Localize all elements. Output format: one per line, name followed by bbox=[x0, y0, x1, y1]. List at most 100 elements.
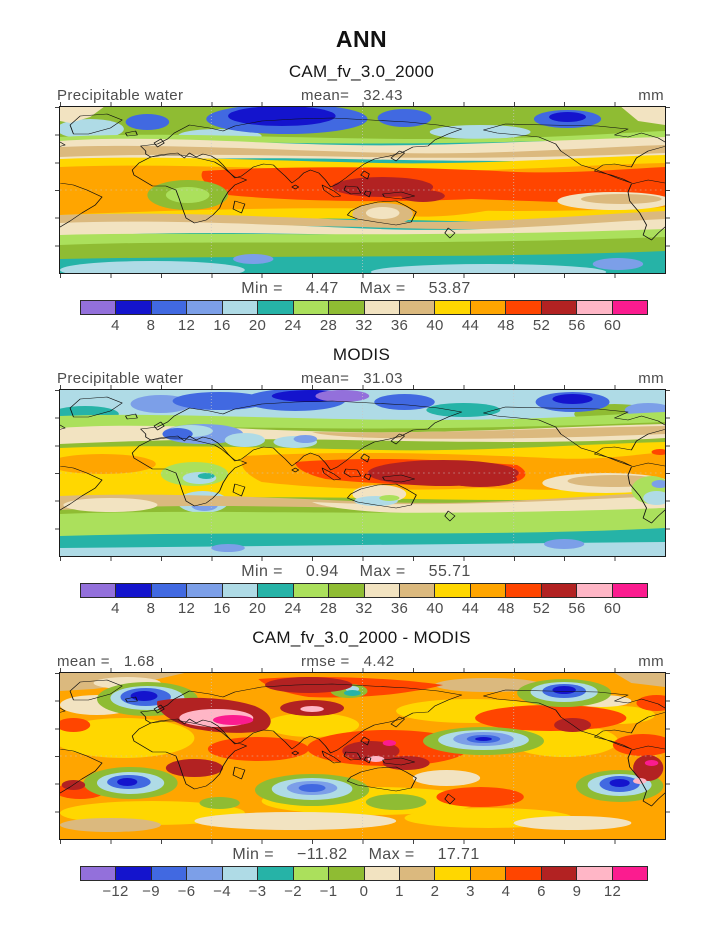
colorbar-cell bbox=[81, 867, 116, 880]
colorbar-cell bbox=[257, 867, 293, 880]
colorbar-tick-label: 4 bbox=[501, 883, 511, 900]
map-cam bbox=[55, 102, 670, 278]
max-label: Max = bbox=[359, 563, 406, 580]
contour-field-diff bbox=[60, 673, 665, 839]
colorbar-cell bbox=[257, 584, 293, 597]
colorbar-cell bbox=[505, 584, 541, 597]
colorbar-cell bbox=[576, 584, 612, 597]
colorbar-cell bbox=[576, 867, 612, 880]
colorbar-cell bbox=[363, 584, 399, 597]
lat-ticks-left bbox=[55, 390, 59, 556]
colorbar-cell bbox=[115, 584, 151, 597]
colorbar-tick-label: 0 bbox=[359, 883, 369, 900]
mean-value: 1.68 bbox=[123, 653, 155, 670]
colorbar-tick-label: 36 bbox=[390, 600, 409, 617]
colorbar-cell bbox=[469, 584, 506, 597]
colorbar bbox=[80, 866, 648, 881]
colorbar-cell bbox=[186, 301, 222, 314]
colorbar-tick-label: 36 bbox=[390, 317, 409, 334]
colorbar-tick-label: 4 bbox=[111, 600, 120, 617]
colorbar-cell bbox=[505, 867, 541, 880]
max-value: 17.71 bbox=[437, 846, 480, 863]
colorbar-tick-label: 24 bbox=[284, 600, 302, 617]
colorbar-cell bbox=[328, 867, 364, 880]
lat-ticks-right bbox=[666, 390, 670, 556]
colorbar-tick-label: 9 bbox=[572, 883, 582, 900]
max-value: 53.87 bbox=[428, 280, 471, 297]
min-label: Min = bbox=[241, 563, 283, 580]
colorbar-tick-label: 48 bbox=[497, 317, 515, 334]
min-value: −11.82 bbox=[296, 846, 348, 863]
colorbar-cell bbox=[328, 301, 364, 314]
colorbar-cell bbox=[186, 867, 222, 880]
max-label: Max = bbox=[359, 280, 406, 297]
colorbar-cell bbox=[434, 867, 470, 880]
colorbar-tick-label: 32 bbox=[355, 317, 373, 334]
colorbar-tick-label: 8 bbox=[146, 600, 156, 617]
colorbar-cell bbox=[115, 867, 151, 880]
units-label: mm bbox=[638, 87, 664, 104]
colorbar-cell bbox=[328, 584, 364, 597]
colorbar-cell bbox=[398, 867, 435, 880]
colorbar-tick-label: 24 bbox=[284, 317, 302, 334]
rmse-value: 4.42 bbox=[363, 653, 395, 670]
colorbar-block-modis: 4 8 12 16 20 24 28 32 36 40 44 48 52 56 60 bbox=[80, 583, 648, 619]
colorbar-tick-label: 60 bbox=[603, 600, 622, 617]
colorbar-cell bbox=[115, 301, 151, 314]
colorbar-block-diff: −12 −9 −6 −4 −3 −2 −1 0 1 2 3 4 6 9 12 bbox=[80, 866, 648, 902]
colorbar-tick-label: 2 bbox=[430, 883, 440, 900]
colorbar-cell bbox=[81, 584, 116, 597]
colorbar-tick-label: 56 bbox=[568, 600, 586, 617]
units-label: mm bbox=[638, 370, 664, 387]
mean-label: mean= bbox=[301, 87, 350, 104]
colorbar-cell bbox=[611, 867, 647, 880]
colorbar-cell bbox=[292, 301, 329, 314]
minmax-row-modis: Min = 0.94 Max = 55.71 bbox=[59, 563, 664, 581]
contour-field-modis bbox=[60, 390, 665, 556]
colorbar-tick-label: −2 bbox=[284, 883, 302, 900]
colorbar-tick-label: 4 bbox=[111, 317, 120, 334]
colorbar-tick-label: 52 bbox=[532, 317, 551, 334]
colorbar-tick-label: 16 bbox=[213, 317, 231, 334]
colorbar-cell bbox=[363, 867, 399, 880]
colorbar-cell bbox=[469, 301, 506, 314]
colorbar-tick-label: 8 bbox=[146, 317, 156, 334]
colorbar-cell bbox=[469, 867, 506, 880]
mean-value: 32.43 bbox=[363, 87, 403, 104]
colorbar-tick-label: 1 bbox=[395, 883, 404, 900]
colorbar-tick-label: −6 bbox=[177, 883, 196, 900]
field-label: Precipitable water bbox=[57, 370, 184, 387]
colorbar-cell bbox=[434, 584, 470, 597]
colorbar-cell bbox=[150, 584, 187, 597]
colorbar-tick-label: 20 bbox=[248, 317, 267, 334]
contour-field-cam bbox=[60, 107, 665, 273]
min-value: 4.47 bbox=[305, 280, 339, 297]
min-label: Min = bbox=[241, 280, 283, 297]
season-title: ANN bbox=[335, 26, 388, 52]
rmse-stat: rmse = 4.42 bbox=[301, 653, 394, 670]
colorbar-cell bbox=[611, 301, 647, 314]
panel-title-diff: CAM_fv_3.0_2000 - MODIS bbox=[252, 628, 471, 647]
colorbar-tick-label: 16 bbox=[213, 600, 231, 617]
colorbar-tick-label: 60 bbox=[603, 317, 622, 334]
map-diff bbox=[55, 668, 670, 844]
panel-diff: mean = 1.68 rmse = 4.42 mm bbox=[55, 653, 670, 902]
colorbar-ticks: 4 8 12 16 20 24 28 32 36 40 44 48 52 56 60 bbox=[98, 599, 666, 619]
colorbar-cell bbox=[576, 301, 612, 314]
colorbar-cell bbox=[434, 301, 470, 314]
colorbar-tick-label: 44 bbox=[461, 600, 480, 617]
colorbar-tick-label: 12 bbox=[177, 317, 196, 334]
min-value: 0.94 bbox=[305, 563, 339, 580]
mean-stat: mean= 32.43 bbox=[301, 87, 403, 104]
map-modis bbox=[55, 385, 670, 561]
colorbar-ticks: 4 8 12 16 20 24 28 32 36 40 44 48 52 56 60 bbox=[98, 316, 666, 336]
panel-title-modis: MODIS bbox=[332, 345, 391, 364]
colorbar-cell bbox=[221, 867, 258, 880]
mean-label: mean = bbox=[57, 653, 110, 670]
mean-stat: mean = 1.68 bbox=[57, 653, 155, 670]
colorbar-cell bbox=[221, 584, 258, 597]
colorbar-cell bbox=[292, 867, 329, 880]
colorbar-tick-label: 12 bbox=[177, 600, 196, 617]
colorbar-tick-label: 32 bbox=[355, 600, 373, 617]
